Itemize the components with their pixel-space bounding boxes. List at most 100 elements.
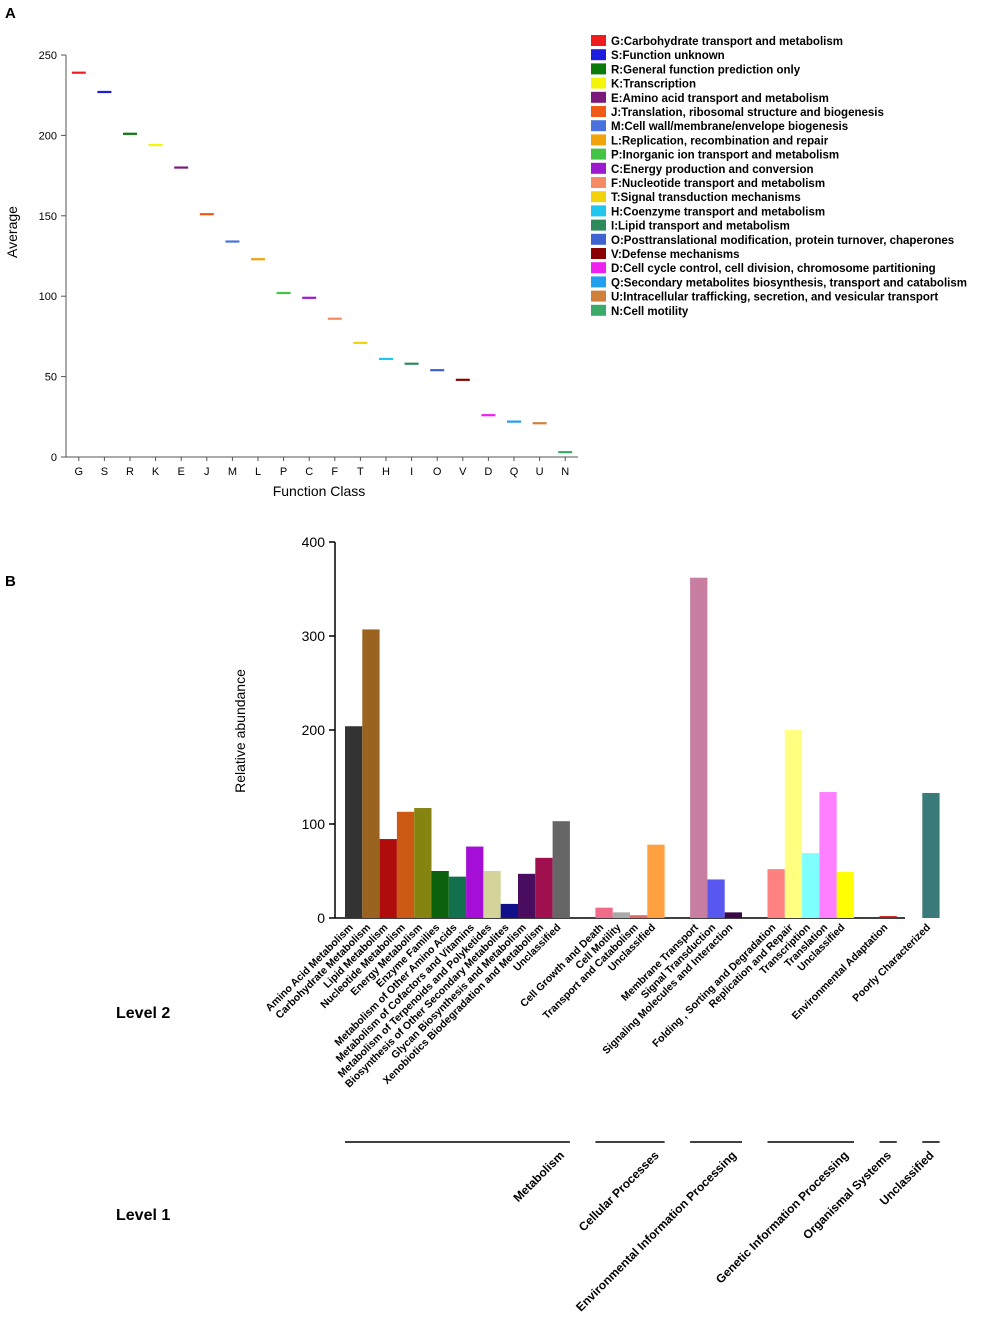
chart-b-bar — [552, 821, 570, 918]
chart-a-legend-label: D:Cell cycle control, cell division, chr… — [611, 263, 936, 275]
chart-a-legend-label: S:Function unknown — [611, 50, 725, 62]
chart-a-legend-label: N:Cell motility — [611, 306, 689, 318]
panel-b-label: B — [5, 573, 16, 590]
chart-b-bar — [500, 903, 518, 918]
chart-a-x-tick-label: R — [126, 466, 134, 478]
chart-a-legend-label: V:Defense mechanisms — [611, 249, 739, 261]
chart-b-bar — [707, 879, 725, 918]
chart-a-x-tick-label: H — [382, 466, 390, 478]
chart-a-y-tick-label: 50 — [45, 372, 57, 384]
chart-b-bar — [535, 857, 553, 918]
chart-a-legend-swatch — [591, 77, 606, 89]
chart-b-bar — [345, 726, 363, 918]
chart-a-x-tick-label: E — [178, 466, 185, 478]
chart-b-bar — [690, 577, 708, 918]
chart-a-legend-label: I:Lipid transport and metabolism — [611, 221, 790, 233]
chart-b-bar — [362, 629, 380, 918]
chart-a-legend-swatch — [591, 304, 606, 316]
chart-b-bar — [612, 912, 630, 918]
chart-a-x-tick-label: K — [152, 466, 160, 478]
chart-a-legend-label: F:Nucleotide transport and metabolism — [611, 178, 825, 190]
chart-a-x-tick-label: J — [204, 466, 210, 478]
chart-a-y-tick-label: 200 — [39, 130, 57, 142]
chart-a-x-tick-label: Q — [510, 466, 519, 478]
chart-a-x-tick-label: C — [305, 466, 313, 478]
chart-b-group-label: Metabolism — [510, 1148, 567, 1205]
chart-a-legend-swatch — [591, 177, 606, 188]
chart-a-x-tick-label: G — [75, 466, 84, 478]
chart-a: 0 50 100 150 200 250 G S R K E J M L P C F T H I O V D Q U N — [39, 50, 578, 478]
chart-b-bar — [396, 811, 415, 918]
chart-a-legend-label: J:Translation, ribosomal structure and b… — [611, 107, 884, 119]
chart-b-bar — [767, 869, 785, 918]
chart-a-x-tick-label: D — [484, 466, 492, 478]
chart-a-x-axis-title: Function Class — [273, 483, 366, 499]
chart-a-legend-label: C:Energy production and conversion — [611, 164, 814, 176]
chart-a-legend-label: M:Cell wall/membrane/envelope biogenesis — [611, 121, 848, 133]
chart-a-legend-label: K:Transcription — [611, 79, 696, 91]
chart-b-group-label: Environmental Information Processing — [573, 1148, 739, 1314]
chart-b-y-tick-label: 0 — [317, 910, 325, 926]
chart-b-bar — [431, 871, 449, 918]
chart-a-legend-swatch — [591, 276, 606, 288]
chart-a-legend-swatch — [591, 49, 606, 61]
chart-a-x-tick-label: S — [101, 466, 108, 478]
chart-a-x-tick-label: O — [433, 466, 442, 478]
chart-a-y-tick-label: 150 — [39, 211, 57, 223]
chart-b-bar — [819, 792, 837, 918]
chart-a-legend-swatch — [591, 290, 606, 302]
chart-a-x-tick-label: N — [561, 466, 569, 478]
chart-a-x-tick-label: U — [536, 466, 544, 478]
chart-a-legend-swatch — [591, 63, 606, 75]
chart-a-legend-label: Q:Secondary metabolites biosynthesis, tr… — [611, 277, 967, 289]
chart-b-bar — [595, 907, 613, 918]
chart-b-x-tick-label: Poorly Characterized — [850, 922, 933, 1005]
chart-b-bar — [483, 871, 501, 918]
chart-b-bar — [922, 792, 940, 918]
chart-a-x-tick-label: P — [280, 466, 287, 478]
chart-a-y-tick-label: 250 — [39, 50, 57, 62]
chart-a-legend-swatch — [591, 205, 606, 217]
chart-a-legend-label: O:Posttranslational modification, protei… — [611, 235, 954, 247]
chart-b-bar — [466, 846, 484, 918]
chart-b-bar — [379, 839, 397, 918]
chart-b-bar — [630, 915, 648, 918]
chart-a-legend-swatch — [591, 219, 606, 231]
chart-a-x-tick-label: M — [228, 466, 237, 478]
chart-b-bar — [784, 730, 803, 918]
chart-a-legend-swatch — [591, 162, 606, 174]
chart-a-x-tick-label: F — [331, 466, 338, 478]
chart-a-x-tick-label: L — [255, 466, 261, 478]
chart-a-x-tick-label: V — [459, 466, 467, 478]
chart-b-bar — [802, 853, 820, 918]
chart-a-legend-label: L:Replication, recombination and repair — [611, 135, 829, 147]
chart-a-legend-swatch — [591, 91, 606, 103]
chart-b-bar — [836, 871, 854, 918]
chart-a-legend: G:Carbohydrate transport and metabolism S… — [591, 35, 967, 318]
chart-a-y-tick-label: 0 — [51, 452, 57, 464]
chart-a-legend-swatch — [591, 148, 606, 160]
chart-b-bar — [518, 873, 536, 918]
chart-a-legend-swatch — [591, 134, 606, 146]
chart-a-legend-label: R:General function prediction only — [611, 64, 801, 76]
chart-a-legend-swatch — [591, 120, 606, 132]
chart-b-y-tick-label: 200 — [302, 722, 326, 738]
chart-b-y-axis-title: Relative abundance — [232, 669, 248, 793]
chart-b-y-tick-label: 300 — [302, 628, 326, 644]
chart-a-legend-label: P:Inorganic ion transport and metabolism — [611, 150, 839, 162]
level2-label: Level 2 — [116, 1005, 170, 1022]
chart-a-y-tick-label: 100 — [39, 291, 57, 303]
chart-a-legend-swatch — [591, 248, 606, 259]
chart-b-bar — [448, 876, 467, 918]
chart-b-y-tick-label: 400 — [302, 534, 326, 550]
chart-a-legend-label: U:Intracellular trafficking, secretion, … — [611, 292, 938, 304]
chart-b-group-label: Cellular Processes — [576, 1148, 662, 1234]
chart-b-bar — [724, 912, 742, 918]
panel-a-label: A — [5, 5, 16, 22]
chart-a-y-axis-title: Average — [4, 206, 20, 258]
chart-b-y-tick-label: 100 — [302, 816, 326, 832]
chart-b-bar — [879, 916, 897, 918]
chart-a-legend-swatch — [591, 191, 606, 203]
chart-b-bar — [414, 808, 432, 918]
